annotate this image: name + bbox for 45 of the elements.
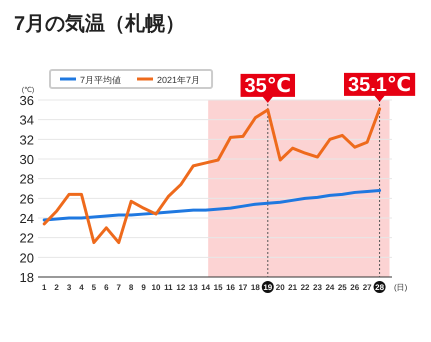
x-tick-label: 13 <box>188 283 198 292</box>
x-tick-label: 10 <box>152 283 161 292</box>
x-tick-label: 16 <box>226 283 236 292</box>
x-tick-label: 26 <box>350 283 360 292</box>
x-tick-label: 3 <box>66 283 72 292</box>
x-tick-label: 15 <box>214 283 224 292</box>
x-tick-label: 19 <box>263 283 273 292</box>
x-tick-label: 17 <box>238 283 248 292</box>
x-tick-label: 22 <box>300 283 310 292</box>
line-series <box>42 107 382 244</box>
y-tick-label: 36 <box>20 93 34 108</box>
x-axis-title: (日) <box>394 283 408 292</box>
y-tick-label: 22 <box>20 230 34 246</box>
chart-title: 7月の気温（札幌） <box>14 13 186 35</box>
annotation: 35.1℃ <box>348 74 412 96</box>
y-tick-label: 20 <box>20 250 34 266</box>
x-tick-label: 8 <box>128 283 134 292</box>
y-tick-label: 32 <box>20 132 34 148</box>
x-tick-label: 1 <box>42 283 47 292</box>
x-tick-label: 7 <box>116 283 122 292</box>
x-tick-label: 14 <box>201 283 211 292</box>
x-tick-label: 20 <box>276 283 286 292</box>
y-tick-label: 26 <box>20 191 34 206</box>
x-tick-label: 4 <box>79 283 84 292</box>
legend-label: 2021年7月 <box>157 75 200 85</box>
x-tick-label: 24 <box>325 283 335 292</box>
x-tick-label: 28 <box>375 283 385 292</box>
x-tick-label: 6 <box>104 283 110 292</box>
x-tick-label: 2 <box>54 283 60 292</box>
y-tick-label: 28 <box>20 172 34 187</box>
x-tick-label: 11 <box>164 283 174 292</box>
x-tick-label: 27 <box>362 283 372 292</box>
y-tick-label: 34 <box>20 112 34 128</box>
annotation: 35℃ <box>244 74 292 97</box>
x-tick-label: 21 <box>288 283 298 292</box>
x-tick-label: 9 <box>141 283 146 292</box>
y-tick-label: 24 <box>20 211 34 226</box>
line-series <box>42 188 382 222</box>
y-tick-label: 30 <box>20 152 34 167</box>
x-tick-label: 18 <box>250 283 260 292</box>
x-tick-label: 5 <box>92 283 97 292</box>
x-tick-label: 12 <box>176 283 186 292</box>
x-tick-label: 25 <box>338 283 348 292</box>
x-tick-label: 23 <box>313 283 322 292</box>
legend-label: 7月平均値 <box>80 75 122 85</box>
